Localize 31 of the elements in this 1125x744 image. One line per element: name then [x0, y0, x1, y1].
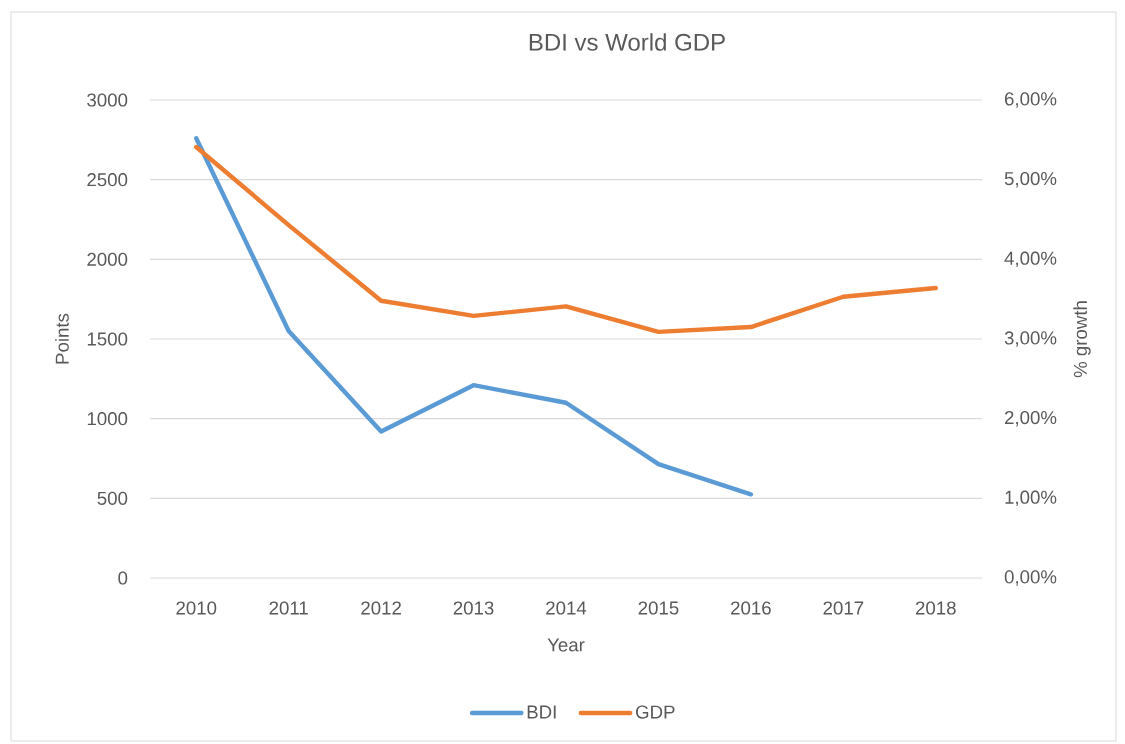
x-tick-label: 2018 — [915, 601, 956, 615]
legend-label: BDI — [527, 705, 556, 719]
y-tick-label: 1500 — [87, 332, 128, 346]
x-tick-label: 2017 — [823, 601, 864, 615]
y2-tick-label: 2,00% — [1004, 410, 1057, 427]
x-axis-title: Year — [547, 638, 585, 652]
y2-tick-label: 0,00% — [1004, 570, 1057, 586]
y-tick-label: 0 — [118, 571, 128, 585]
x-tick-label: 2015 — [638, 601, 679, 615]
y-tick-label: 2500 — [87, 173, 128, 187]
legend-label: GDP — [635, 705, 675, 719]
x-tick-label: 2012 — [361, 601, 401, 615]
x-tick-label: 2010 — [176, 601, 217, 615]
y2-tick-label: 5,00% — [1004, 171, 1057, 188]
x-tick-label: 2011 — [269, 601, 308, 615]
y-axis-title: Points — [55, 313, 69, 364]
x-tick-label: 2014 — [546, 601, 587, 615]
y-tick-label: 2000 — [87, 252, 128, 266]
chart-title: BDI vs World GDP — [529, 33, 725, 51]
line-series — [194, 136, 754, 497]
y-tick-label: 500 — [97, 491, 128, 505]
y2-tick-label: 4,00% — [1004, 251, 1057, 268]
y2-axis-title: % growth — [1073, 301, 1091, 378]
y-tick-label: 3000 — [87, 93, 128, 107]
y2-tick-label: 3,00% — [1004, 331, 1057, 347]
y2-tick-label: 6,00% — [1004, 92, 1057, 108]
line-series — [194, 144, 938, 335]
y-tick-label: 1000 — [87, 412, 128, 426]
x-tick-label: 2016 — [731, 601, 771, 615]
x-tick-label: 2013 — [453, 601, 494, 615]
y2-tick-label: 1,00% — [1005, 490, 1057, 507]
